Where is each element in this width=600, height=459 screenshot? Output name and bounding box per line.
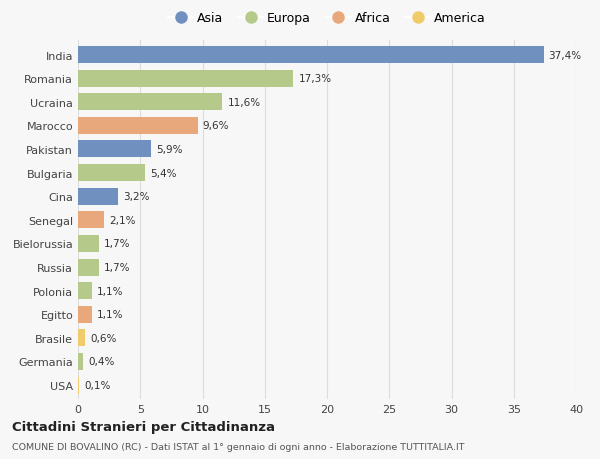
Text: 1,7%: 1,7% [104, 239, 131, 249]
Legend: Asia, Europa, Africa, America: Asia, Europa, Africa, America [166, 10, 488, 28]
Text: 1,1%: 1,1% [97, 286, 123, 296]
Bar [78, 353, 83, 370]
Bar [78, 94, 223, 111]
Text: 37,4%: 37,4% [548, 50, 582, 61]
Text: 2,1%: 2,1% [109, 215, 136, 225]
Text: 11,6%: 11,6% [227, 98, 260, 107]
Text: 5,4%: 5,4% [150, 168, 177, 178]
Bar [78, 306, 92, 323]
Bar [78, 165, 145, 182]
Text: 0,6%: 0,6% [91, 333, 117, 343]
Text: 1,7%: 1,7% [104, 263, 131, 273]
Bar [78, 330, 85, 347]
Bar [78, 235, 99, 252]
Bar [78, 377, 79, 394]
Bar [78, 118, 197, 134]
Bar [78, 71, 293, 88]
Text: 5,9%: 5,9% [157, 145, 183, 155]
Bar [78, 259, 99, 276]
Text: 9,6%: 9,6% [203, 121, 229, 131]
Bar [78, 212, 104, 229]
Text: 3,2%: 3,2% [123, 192, 149, 202]
Text: COMUNE DI BOVALINO (RC) - Dati ISTAT al 1° gennaio di ogni anno - Elaborazione T: COMUNE DI BOVALINO (RC) - Dati ISTAT al … [12, 442, 464, 451]
Bar [78, 282, 92, 299]
Text: 1,1%: 1,1% [97, 309, 123, 319]
Text: 17,3%: 17,3% [298, 74, 331, 84]
Bar [78, 188, 118, 205]
Text: 0,4%: 0,4% [88, 357, 115, 367]
Text: 0,1%: 0,1% [84, 380, 110, 390]
Bar [78, 141, 151, 158]
Bar [78, 47, 544, 64]
Text: Cittadini Stranieri per Cittadinanza: Cittadini Stranieri per Cittadinanza [12, 420, 275, 433]
